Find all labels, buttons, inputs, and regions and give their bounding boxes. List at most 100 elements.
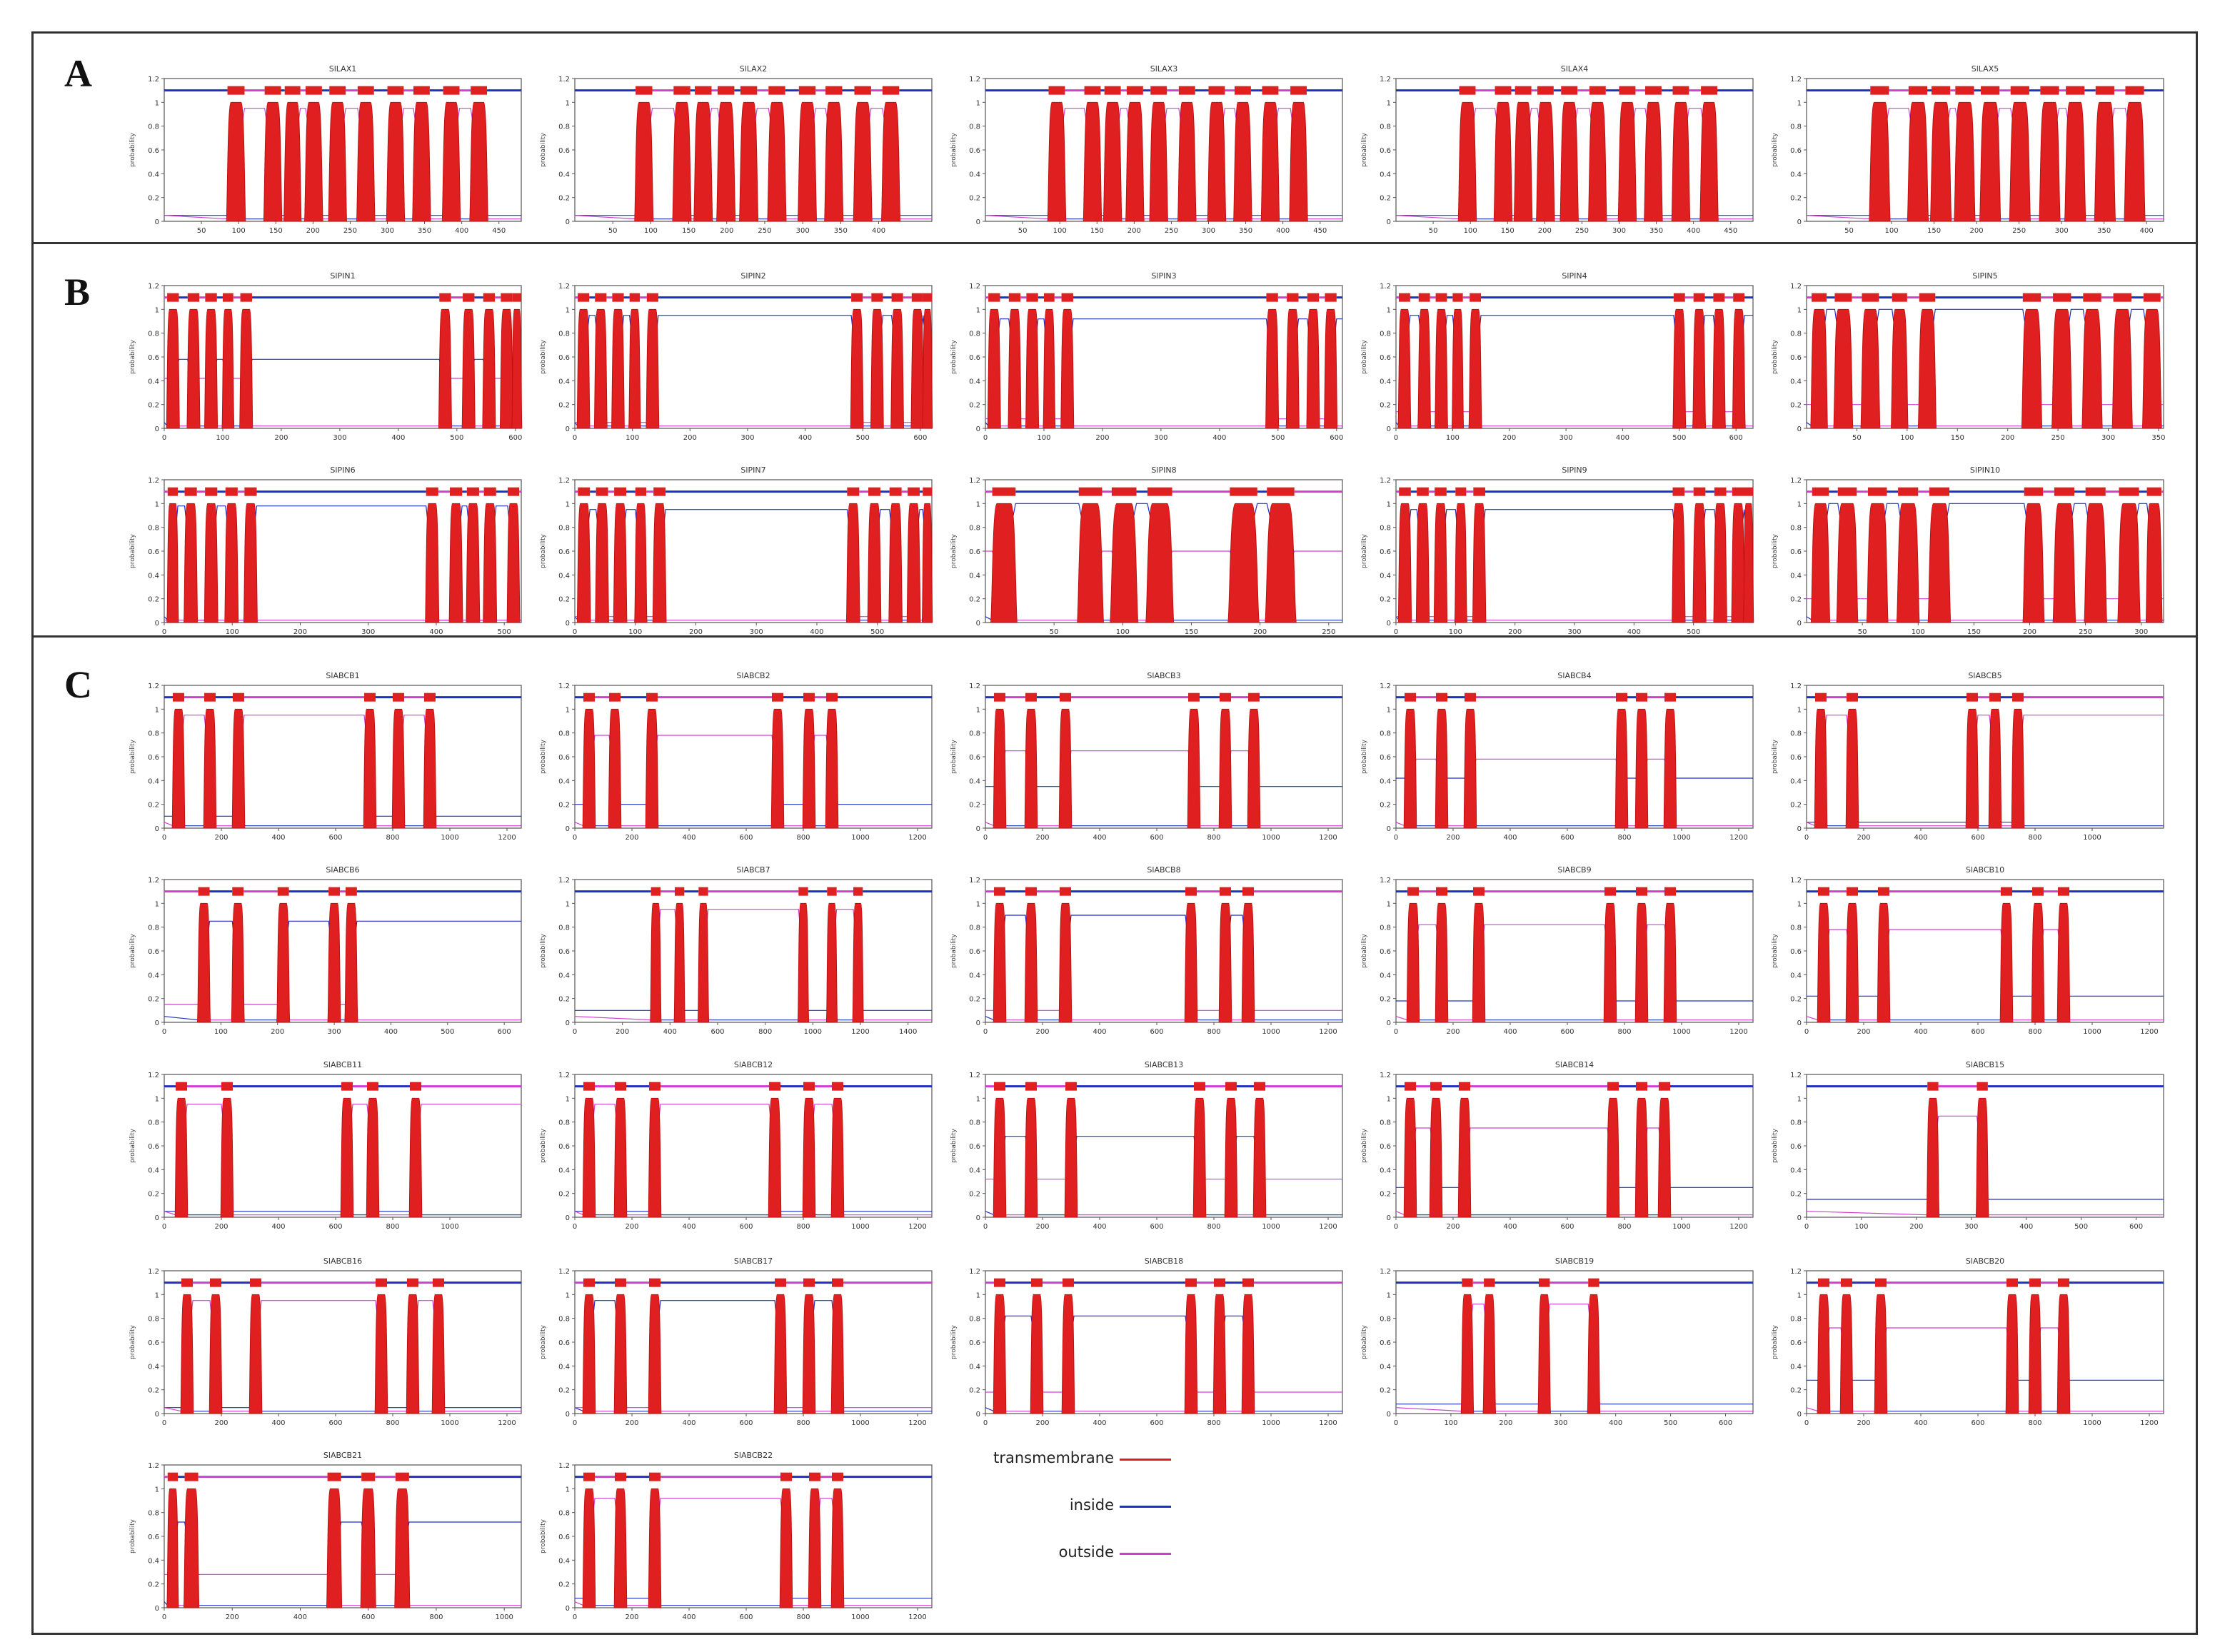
y-tick-label: 1.2 xyxy=(148,877,159,885)
topology-tm xyxy=(868,487,880,496)
tm-peak xyxy=(1692,503,1707,623)
x-tick-label: 1200 xyxy=(908,1419,926,1427)
y-tick-label: 0 xyxy=(1797,620,1802,628)
y-tick-label: 0.6 xyxy=(558,754,570,762)
x-tick-label: 0 xyxy=(1394,834,1398,842)
x-tick-label: 800 xyxy=(2028,1419,2041,1427)
y-tick-label: 0.8 xyxy=(1790,925,1802,932)
topology-tm xyxy=(1967,692,1978,702)
x-tick-label: 300 xyxy=(1154,434,1167,442)
x-tick-label: 400 xyxy=(1093,834,1106,842)
y-tick-label: 1.2 xyxy=(969,1072,980,1079)
topology-tm xyxy=(1060,887,1071,896)
x-tick-label: 400 xyxy=(455,227,468,235)
subplot-slpin9: SlPIN9 probability 0 0.2 0.4 0.6 0.8 1 1.2 0 100 20… xyxy=(1361,465,1754,636)
y-tick-label: 0.6 xyxy=(1380,1339,1391,1347)
y-tick-label: 1 xyxy=(566,706,570,714)
tm-peak xyxy=(248,1294,263,1414)
x-tick-label: 250 xyxy=(2079,628,2092,636)
tm-peak xyxy=(2116,503,2141,623)
y-tick-label: 1 xyxy=(976,900,980,908)
x-tick-label: 0 xyxy=(983,1223,988,1231)
topology-tm xyxy=(695,86,712,95)
tm-peak xyxy=(2123,101,2146,222)
y-tick-label: 0.2 xyxy=(558,195,570,203)
topology-tm xyxy=(1290,86,1307,95)
tm-peak xyxy=(993,708,1007,829)
legend-swatch-outside xyxy=(1120,1553,1171,1555)
series-outside xyxy=(1395,924,1753,1021)
topology-tm xyxy=(1325,293,1337,302)
topology-tm xyxy=(1713,293,1725,302)
y-tick-label: 0.4 xyxy=(558,171,570,178)
topology-tm xyxy=(410,1082,421,1091)
x-tick-label: 0 xyxy=(573,628,577,636)
y-tick-label: 1 xyxy=(1797,706,1802,714)
topology-tm xyxy=(507,487,520,496)
x-tick-label: 0 xyxy=(573,834,577,842)
plot-area xyxy=(1395,879,1754,1023)
x-tick-label: 600 xyxy=(1150,1028,1163,1036)
y-tick-label: 1.2 xyxy=(1790,1268,1802,1276)
topology-tm xyxy=(1065,1082,1077,1091)
x-tick-label: 50 xyxy=(1844,227,1854,235)
topology-tm xyxy=(1104,86,1121,95)
topology-tm xyxy=(769,1082,780,1091)
y-tick-label: 0.8 xyxy=(969,124,980,131)
topology-tm xyxy=(1230,487,1257,496)
topology-tm xyxy=(825,86,843,95)
tm-peak xyxy=(243,503,258,623)
tm-peak xyxy=(1713,503,1728,623)
tm-peak xyxy=(987,308,1002,429)
topology-tm xyxy=(803,692,815,702)
tm-peak xyxy=(770,708,785,829)
y-tick-label: 0.6 xyxy=(558,1533,570,1541)
x-tick-label: 800 xyxy=(1617,1028,1631,1036)
x-tick-label: 600 xyxy=(498,1028,511,1036)
tm-peak xyxy=(441,101,461,222)
x-tick-label: 0 xyxy=(573,1223,577,1231)
tm-peak xyxy=(1634,902,1649,1023)
topology-tm xyxy=(483,293,496,302)
topology-tm xyxy=(1084,86,1101,95)
tm-peak xyxy=(628,308,641,429)
tm-peak xyxy=(2064,101,2086,222)
y-tick-label: 0.8 xyxy=(148,730,159,738)
x-tick-label: 200 xyxy=(1502,434,1516,442)
tm-peak xyxy=(1732,308,1746,429)
topology-tm xyxy=(1417,487,1429,496)
plot-area xyxy=(985,1270,1343,1414)
topology-tm xyxy=(1248,692,1260,702)
y-tick-label: 0.8 xyxy=(1790,124,1802,131)
topology-tm xyxy=(1459,1082,1470,1091)
x-tick-label: 400 xyxy=(1914,834,1927,842)
topology-tm xyxy=(393,692,404,702)
tm-peak xyxy=(830,1488,845,1608)
topology-tm xyxy=(1126,86,1143,95)
x-tick-label: 0 xyxy=(983,834,988,842)
x-tick-label: 0 xyxy=(573,1613,577,1621)
tm-peak xyxy=(2083,503,2108,623)
x-tick-label: 400 xyxy=(1503,1223,1517,1231)
x-tick-label: 100 xyxy=(214,1028,228,1036)
topology-tm xyxy=(612,293,624,302)
topology-tm xyxy=(233,692,244,702)
tm-peak xyxy=(183,1488,200,1608)
topology-tm xyxy=(1818,887,1829,896)
topology-tm xyxy=(1847,692,1858,702)
topology-tm xyxy=(1989,692,2001,702)
y-tick-label: 0.6 xyxy=(1380,354,1391,362)
x-tick-label: 100 xyxy=(1446,434,1460,442)
topology-tm xyxy=(923,293,932,302)
x-tick-label: 1000 xyxy=(851,1419,869,1427)
topology-tm xyxy=(646,692,658,702)
series-inside xyxy=(1396,777,1753,827)
y-axis-label: probability xyxy=(950,339,958,374)
tm-peak xyxy=(1953,101,1977,222)
subplot-slpin2: SlPIN2 probability 0 0.2 0.4 0.6 0.8 1 1.2 0 100 20… xyxy=(540,271,933,442)
tm-peak xyxy=(1868,101,1892,222)
topology-tm xyxy=(1031,1278,1043,1287)
topology-tm xyxy=(1659,1082,1670,1091)
y-axis-label: probability xyxy=(540,1128,547,1163)
x-tick-label: 200 xyxy=(720,227,733,235)
